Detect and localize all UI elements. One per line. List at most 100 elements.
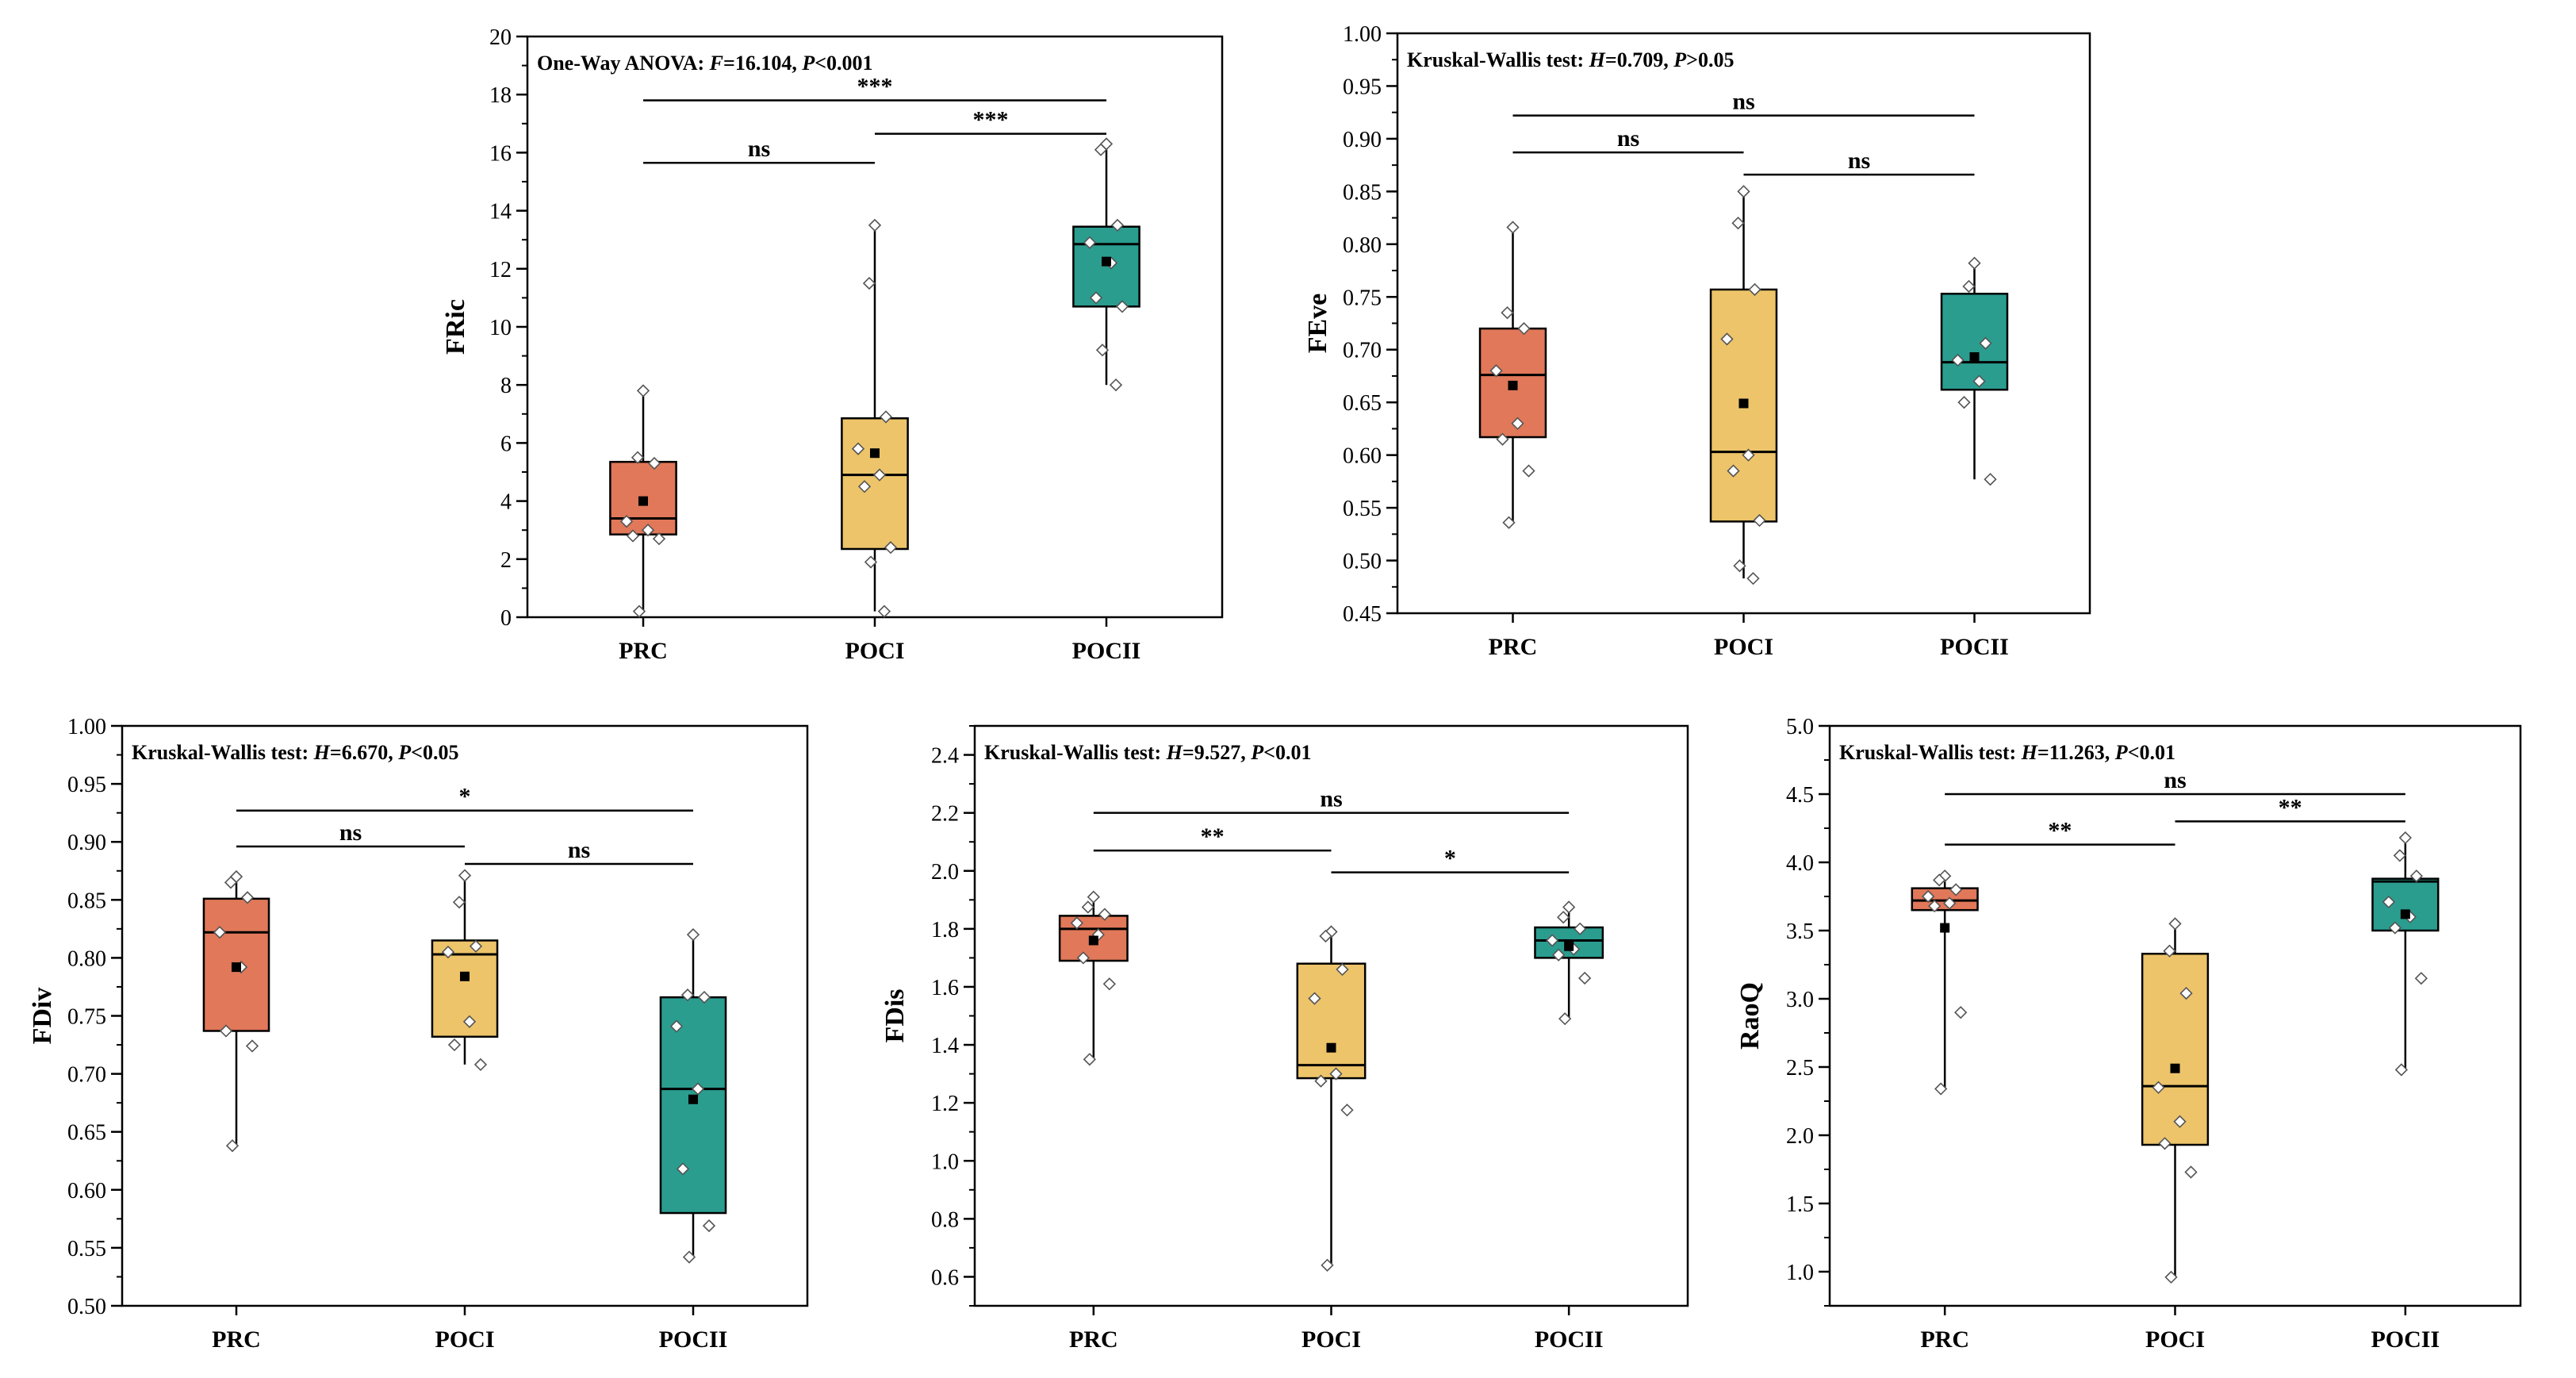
data-point (1319, 929, 1332, 943)
data-point (1578, 971, 1592, 985)
y-tick-label: 2.4 (931, 744, 959, 769)
x-tick-label: POCI (435, 1326, 495, 1353)
y-tick-label: 0.75 (1343, 286, 1382, 310)
data-point (1340, 1104, 1354, 1117)
data-point (1321, 1258, 1334, 1272)
y-tick-label: 0.60 (1343, 444, 1382, 469)
data-point (1522, 464, 1535, 478)
y-tick-label: 1.4 (931, 1034, 959, 1058)
mean-marker (1738, 398, 1749, 409)
x-tick-label: POCII (2371, 1326, 2440, 1353)
data-point (1737, 185, 1750, 198)
y-axis-title: FRic (441, 299, 470, 355)
box-PRC (202, 869, 270, 1153)
data-point (1727, 464, 1740, 478)
data-point (636, 384, 650, 397)
data-point (1070, 916, 1083, 930)
significance-label: ns (1617, 125, 1639, 152)
box-POCI (841, 218, 909, 618)
data-point (1496, 432, 1509, 446)
y-tick-label: 4.5 (1786, 783, 1814, 808)
y-axis-title: RaoQ (1735, 982, 1765, 1050)
y-tick-label: 2.5 (1786, 1056, 1814, 1081)
data-point (1102, 977, 1116, 991)
x-tick-label: POCI (2145, 1326, 2205, 1353)
mean-marker (1326, 1042, 1336, 1053)
data-point (697, 990, 711, 1004)
data-point (1943, 896, 1957, 910)
stat-annotation: One-Way ANOVA: F=16.104, P<0.001 (537, 52, 873, 75)
box-iqr (1072, 225, 1140, 308)
box-POCII (2371, 831, 2440, 1077)
y-tick-label: 0.65 (67, 1121, 106, 1146)
y-tick-label: 0.70 (67, 1063, 106, 1088)
data-point (1968, 256, 1981, 270)
data-point (857, 480, 872, 493)
significance-label: * (459, 784, 471, 810)
y-tick-label: 2.0 (1786, 1124, 1814, 1149)
data-point (1720, 332, 1734, 346)
mean-marker (1508, 380, 1518, 390)
y-tick-label: 14 (489, 200, 512, 225)
significance-label: ns (339, 820, 362, 846)
mean-marker (1940, 923, 1950, 933)
y-tick-label: 0.70 (1343, 339, 1382, 363)
significance-label: ** (2279, 794, 2302, 820)
significance-label: ns (1320, 786, 1342, 812)
y-tick-label: 20 (489, 25, 512, 50)
data-point (1928, 899, 1942, 913)
data-point (2394, 1063, 2408, 1077)
data-point (1517, 322, 1531, 336)
mean-marker (232, 962, 241, 973)
data-point (1095, 344, 1110, 357)
y-tick-label: 6 (500, 432, 512, 456)
data-point (1954, 1006, 1968, 1019)
data-point (1574, 922, 1587, 935)
significance-label: ns (2164, 767, 2186, 793)
data-point (1933, 873, 1946, 887)
x-tick-label: POCII (1535, 1326, 1604, 1353)
data-point (1557, 911, 1570, 924)
data-point (1949, 883, 1963, 896)
y-tick-label: 0.95 (1343, 75, 1382, 99)
data-point (224, 876, 238, 889)
data-point (1962, 279, 1976, 294)
data-point (1972, 374, 1986, 388)
data-point (619, 515, 634, 528)
data-point (2173, 1115, 2187, 1128)
data-point (691, 1082, 705, 1096)
box-POCII (1940, 256, 2009, 486)
data-point (851, 442, 865, 455)
data-point (2398, 831, 2412, 845)
data-point (1733, 559, 1746, 573)
stat-annotation: Kruskal-Wallis test: H=6.670, P<0.05 (132, 741, 458, 764)
data-point (868, 218, 882, 232)
y-tick-label: 0.55 (1343, 497, 1382, 521)
data-point (1552, 948, 1566, 962)
x-tick-label: PRC (619, 638, 668, 664)
y-tick-label: 3.5 (1786, 919, 1814, 944)
data-point (862, 276, 876, 290)
x-tick-label: POCI (1301, 1326, 1361, 1353)
data-point (2414, 972, 2428, 985)
data-point (1742, 448, 1755, 462)
mean-marker (2170, 1063, 2180, 1073)
x-tick-label: POCII (1072, 638, 1141, 664)
data-point (626, 529, 640, 543)
box-POCI (431, 869, 499, 1072)
data-point (1083, 236, 1097, 249)
data-point (1083, 1053, 1096, 1066)
y-tick-label: 0.80 (67, 946, 106, 971)
data-point (1984, 473, 1997, 486)
data-point (1951, 353, 1965, 367)
data-point (1546, 934, 1559, 947)
stat-annotation: Kruskal-Wallis test: H=9.527, P<0.01 (984, 741, 1311, 764)
box-iqr (1911, 887, 1979, 912)
data-point (2409, 869, 2423, 883)
y-tick-label: 12 (489, 258, 512, 282)
data-point (213, 926, 227, 939)
y-tick-label: 18 (489, 83, 512, 108)
data-point (219, 1024, 233, 1038)
data-point (1336, 962, 1349, 977)
